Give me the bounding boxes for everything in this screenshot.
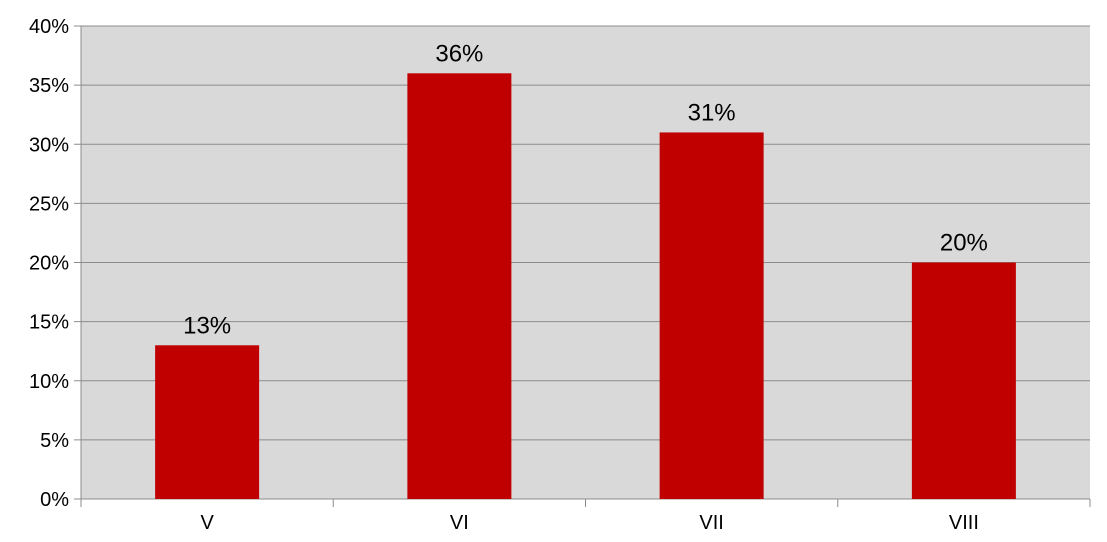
bars — [155, 73, 1016, 500]
x-axis: V VI VII VIII — [80, 498, 1091, 534]
data-label: 31% — [688, 99, 736, 126]
y-tick-label: 0% — [40, 489, 69, 511]
bar-vii — [659, 132, 764, 500]
y-tick-label: 15% — [29, 312, 69, 334]
x-tick-label: VIII — [949, 512, 979, 534]
x-tick-label: VII — [699, 512, 723, 534]
y-tick-label: 30% — [29, 134, 69, 156]
y-tick-label: 5% — [40, 430, 69, 452]
y-tick-label: 20% — [29, 253, 69, 275]
y-tick-label: 35% — [29, 75, 69, 97]
bar-viii — [911, 262, 1016, 499]
y-tick-label: 10% — [29, 371, 69, 393]
data-label: 13% — [183, 312, 231, 339]
data-label: 36% — [435, 40, 483, 67]
data-label: 20% — [940, 230, 988, 257]
y-axis: 0% 5% 10% 15% 20% 25% 30% 35% 40% — [29, 16, 82, 511]
x-tick-label: V — [200, 512, 214, 534]
x-tick-label: VI — [450, 512, 469, 534]
y-tick-label: 40% — [29, 16, 69, 38]
data-labels: 13% 36% 31% 20% — [183, 40, 988, 339]
bar-vi — [407, 73, 512, 500]
bar-v — [155, 345, 260, 499]
y-tick-label: 25% — [29, 193, 69, 215]
